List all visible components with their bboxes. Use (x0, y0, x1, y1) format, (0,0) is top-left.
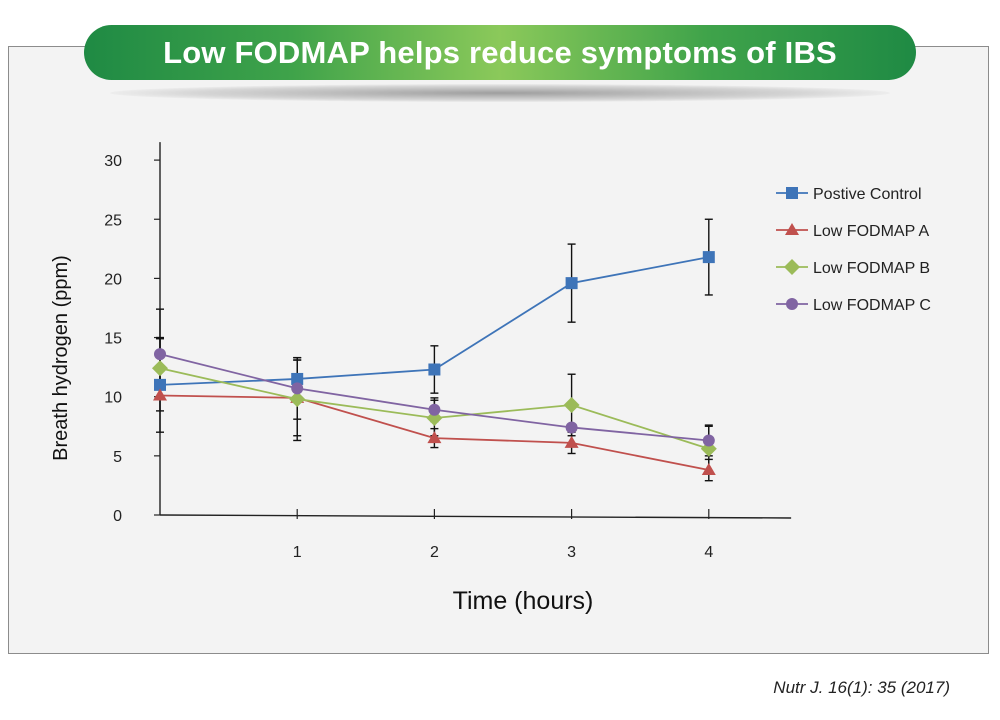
citation: Nutr J. 16(1): 35 (2017) (773, 678, 950, 697)
x-axis-line (159, 514, 792, 519)
y-tick-label: 15 (104, 331, 122, 348)
data-point (428, 363, 441, 376)
x-tick-label: 3 (567, 544, 576, 561)
legend-marker (786, 187, 798, 199)
x-tick-label: 1 (293, 544, 302, 561)
data-point (153, 388, 167, 401)
y-tick-label: 10 (104, 390, 122, 407)
x-tick-label: 2 (430, 544, 439, 561)
title-banner: Low FODMAP helps reduce symptoms of IBS (84, 25, 916, 80)
legend-label: Low FODMAP B (813, 260, 930, 277)
data-point (701, 463, 716, 476)
data-point (291, 372, 304, 385)
y-tick-label: 25 (104, 212, 122, 229)
legend-label: Postive Control (813, 186, 922, 203)
data-point (702, 251, 715, 264)
data-point (565, 277, 578, 290)
data-point (428, 403, 441, 416)
y-tick-label: 30 (104, 153, 122, 170)
data-point (565, 421, 578, 434)
legend-marker (784, 259, 800, 275)
y-tick-label: 5 (113, 449, 122, 466)
chart-title: Low FODMAP helps reduce symptoms of IBS (163, 34, 837, 70)
x-axis-label: Time (hours) (453, 587, 594, 615)
x-tick-label: 4 (704, 544, 713, 561)
legend-marker (785, 223, 799, 235)
data-point (154, 348, 166, 361)
data-point (564, 435, 579, 448)
legend-label: Low FODMAP C (813, 297, 931, 314)
data-point (289, 391, 306, 408)
data-point (152, 360, 168, 377)
data-point (563, 396, 580, 413)
y-tick-label: 20 (104, 271, 122, 288)
legend-marker (786, 298, 798, 310)
data-point (154, 378, 166, 391)
y-axis-label: Breath hydrogen (ppm) (50, 255, 72, 461)
data-point (702, 434, 715, 447)
data-point (291, 382, 304, 395)
banner-shadow (110, 84, 890, 102)
y-tick-label: 0 (113, 508, 122, 525)
legend-label: Low FODMAP A (813, 223, 930, 240)
chart-frame (8, 46, 989, 654)
data-point (427, 431, 442, 444)
